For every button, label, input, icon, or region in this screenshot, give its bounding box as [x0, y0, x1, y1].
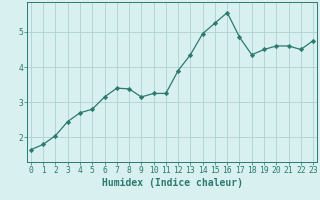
X-axis label: Humidex (Indice chaleur): Humidex (Indice chaleur) [101, 178, 243, 188]
